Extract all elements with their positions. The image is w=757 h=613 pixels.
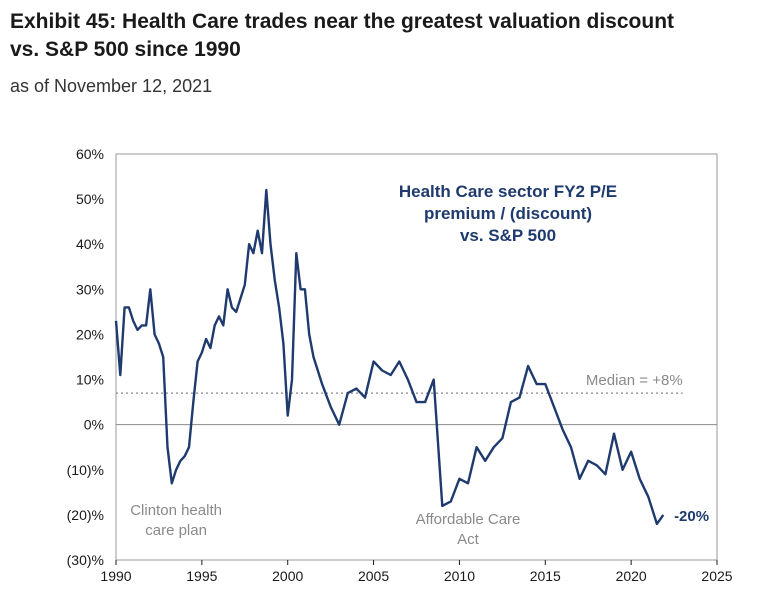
x-tick-label: 2015 [530,568,561,584]
y-tick-label: (30)% [67,552,104,568]
event-annotation: Affordable Care Act [416,511,521,548]
y-tick-label: 30% [76,281,104,297]
y-tick-label: 50% [76,191,104,207]
x-tick-label: 2025 [701,568,732,584]
series-title-line: vs. S&P 500 [460,226,556,245]
chart-title: Exhibit 45: Health Care trades near the … [10,8,750,64]
event-annotation: Clinton health care plan [130,502,222,539]
series-title-line: Health Care sector FY2 P/E [399,182,617,201]
chart-subtitle: as of November 12, 2021 [10,76,213,96]
x-tick-label: 1990 [100,568,131,584]
y-tick-label: 60% [76,146,104,162]
x-tick-label: 2020 [616,568,647,584]
x-tick-label: 2000 [272,568,303,584]
end-value-label: -20% [674,508,709,525]
event-annotation-line: Affordable Care [416,511,521,528]
y-tick-label: (10)% [67,462,104,478]
chart-title-line-2: vs. S&P 500 since 1990 [10,38,241,61]
y-tick-label: 10% [76,372,104,388]
event-annotation-line: care plan [145,522,207,539]
median-label: Median = +8% [586,372,683,389]
x-tick-label: 2010 [444,568,475,584]
plot-frame [115,153,718,561]
series-line [114,188,665,526]
series-title-line: premium / (discount) [424,204,592,223]
series-title: Health Care sector FY2 P/E premium / (dis… [399,182,617,245]
chart-title-line-1: Exhibit 45: Health Care trades near the … [10,10,675,33]
x-tick-label: 1995 [186,568,217,584]
y-tick-label: (20)% [67,507,104,523]
event-annotation-line: Act [457,531,480,548]
y-tick-label: 40% [76,236,104,252]
y-tick-label: 20% [76,326,104,342]
y-tick-label: 0% [84,417,104,433]
x-tick-label: 2005 [358,568,389,584]
event-annotation-line: Clinton health [130,502,222,519]
